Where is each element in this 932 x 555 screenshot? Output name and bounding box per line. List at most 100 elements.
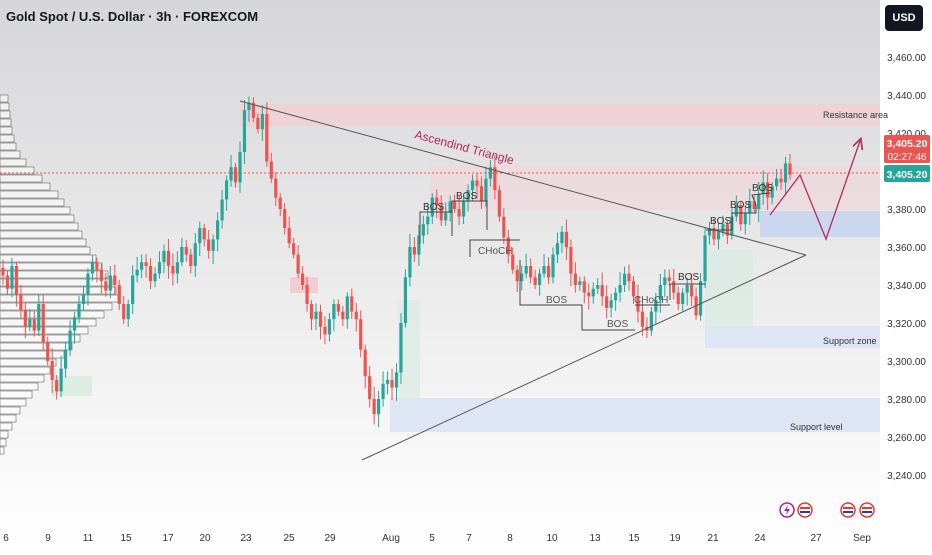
volume-profile-bar xyxy=(0,446,5,455)
volume-profile-bar xyxy=(0,198,65,207)
y-tick-label: 3,460.00 xyxy=(887,53,926,64)
candle-body xyxy=(390,380,394,388)
candle-body xyxy=(99,269,103,282)
candle-body xyxy=(19,294,23,310)
candle-body xyxy=(59,368,63,392)
candle-body xyxy=(202,228,206,240)
candle-body xyxy=(1,267,5,276)
x-tick-label: 7 xyxy=(466,533,472,544)
y-tick-label: 3,380.00 xyxy=(887,205,926,216)
candle-body xyxy=(533,277,537,285)
volume-profile-bar xyxy=(0,278,113,287)
candle-body xyxy=(430,197,434,217)
x-axis[interactable]: 6 9 11 15 17 20 23 25 29 Aug 5 7 8 10 13 15 19 21 24 27 Sep xyxy=(3,533,871,544)
volume-profile-bar xyxy=(0,118,12,127)
volume-profile-bar xyxy=(0,270,109,279)
volume-profile-bar xyxy=(0,206,71,215)
candle-body xyxy=(479,186,484,202)
candle-body xyxy=(783,163,788,183)
candle-body xyxy=(131,275,135,304)
currency-button[interactable]: USD xyxy=(885,5,923,31)
candle-body xyxy=(345,296,349,320)
x-tick-label: 21 xyxy=(707,533,719,544)
candle-body xyxy=(421,224,425,236)
candle-body xyxy=(511,254,515,270)
candle-body xyxy=(184,247,188,255)
candle-body xyxy=(761,182,765,194)
triangle-lower-line xyxy=(361,254,807,461)
y-axis[interactable]: 3,460.003,440.003,420.003,400.003,380.00… xyxy=(887,53,926,482)
us-flag-icon-2[interactable] xyxy=(840,502,856,518)
candle-body xyxy=(435,197,439,206)
candle-body xyxy=(627,273,631,282)
current-price-tag-2: 3,405.20 xyxy=(887,169,928,181)
volume-profile-bar xyxy=(0,422,13,431)
support-zone-label: Support zone xyxy=(823,336,877,346)
volume-profile-bar xyxy=(0,358,57,367)
us-flag-icon-1[interactable] xyxy=(797,502,813,518)
us-flag-icon-3[interactable] xyxy=(859,502,875,518)
candle-body xyxy=(55,380,59,392)
candle-body xyxy=(37,304,41,331)
x-tick-label: Aug xyxy=(382,533,400,544)
candle-body xyxy=(573,273,577,285)
candle-body xyxy=(743,212,747,225)
candle-body xyxy=(117,285,121,304)
us-flag-stripe-5 xyxy=(862,507,872,509)
candle-body xyxy=(667,277,671,282)
candle-body xyxy=(354,311,358,320)
y-tick-label: 3,440.00 xyxy=(887,91,926,102)
volume-profile-bar xyxy=(0,342,73,351)
candle-body xyxy=(318,311,323,327)
candle-body xyxy=(5,275,10,289)
bos-label-2: BOS xyxy=(456,191,477,202)
candle-body xyxy=(748,201,752,213)
event-icons[interactable] xyxy=(779,502,875,518)
candle-body xyxy=(591,288,595,297)
candle-body xyxy=(180,247,184,263)
candle-body xyxy=(493,167,497,190)
candle-body xyxy=(654,300,658,312)
candle-body xyxy=(238,152,242,183)
candle-body xyxy=(341,311,345,320)
x-tick-label: 9 xyxy=(45,533,51,544)
candle-body xyxy=(417,235,421,255)
candle-body xyxy=(690,285,694,297)
candle-body xyxy=(41,304,45,342)
candle-body xyxy=(242,110,247,152)
candle-body xyxy=(64,349,68,369)
bos-label-3: BOS xyxy=(546,295,567,306)
candle-body xyxy=(23,309,27,327)
y-tick-label: 3,320.00 xyxy=(887,319,926,330)
candle-body xyxy=(412,247,416,255)
candle-body xyxy=(600,285,604,297)
support-zone-box xyxy=(705,326,880,348)
candle-body xyxy=(766,182,770,198)
candle-body xyxy=(555,243,560,255)
candle-body xyxy=(448,201,452,213)
x-tick-label: 5 xyxy=(429,533,435,544)
candle-body xyxy=(220,199,224,221)
current-price-tag-2-bg xyxy=(884,165,930,182)
candles xyxy=(1,96,792,428)
candle-body xyxy=(229,167,233,181)
candle-body xyxy=(260,114,264,130)
candle-body xyxy=(394,372,399,388)
candle-body xyxy=(497,190,501,217)
candle-body xyxy=(122,304,126,320)
candle-body xyxy=(157,262,162,274)
candle-body xyxy=(734,205,738,217)
candle-body xyxy=(707,228,712,236)
candle-body xyxy=(327,319,332,335)
candle-body xyxy=(77,304,81,318)
x-tick-label: 11 xyxy=(83,533,94,544)
y-tick-label: 3,240.00 xyxy=(887,471,926,482)
candle-body xyxy=(470,180,475,190)
support-level-zone xyxy=(390,398,880,432)
chart-title: Gold Spot / U.S. Dollar · 3h · FOREXCOM xyxy=(6,9,259,24)
candle-body xyxy=(140,262,144,270)
bos-label-5: BOS xyxy=(678,272,699,283)
candle-body xyxy=(300,273,305,285)
candle-body xyxy=(269,161,273,179)
